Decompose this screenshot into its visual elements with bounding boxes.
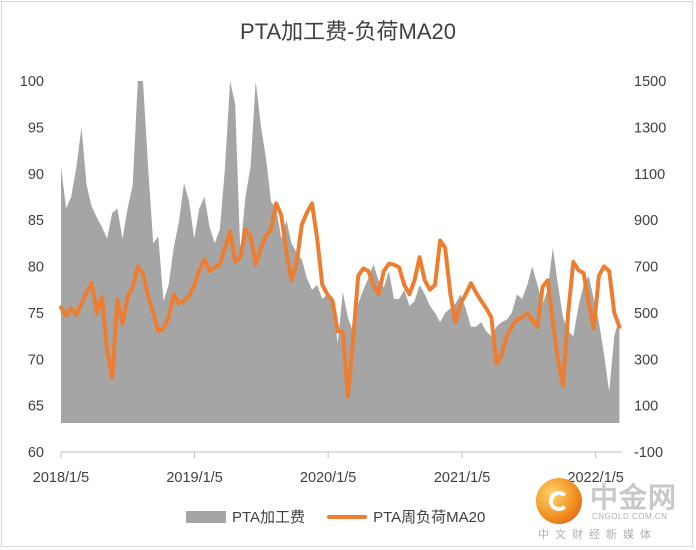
y-right-tick-label: -100 (634, 445, 663, 461)
y-left-tick-label: 95 (28, 120, 44, 136)
x-tick-label: 2022/1/5 (567, 470, 623, 486)
watermark-tagline: 中文财经新媒体 (538, 529, 657, 541)
series-area-pta-processing-fee (61, 81, 620, 423)
y-left-tick-label: 90 (28, 167, 44, 183)
y-right-tick-label: 1500 (634, 74, 666, 90)
legend-swatch-area (186, 510, 226, 523)
y-right-tick-label: 900 (634, 213, 658, 229)
y-left-tick-label: 85 (28, 213, 44, 229)
y-left-tick-label: 75 (28, 306, 44, 322)
y-right-tick-label: 100 (634, 399, 658, 415)
y-left-tick-label: 80 (28, 260, 44, 276)
legend-label-line: PTA周负荷MA20 (373, 509, 486, 526)
legend-swatch-line (327, 514, 368, 519)
legend: PTA加工费 PTA周负荷MA20 (186, 506, 507, 527)
y-right-tick-label: 1300 (634, 120, 666, 136)
x-tick-label: 2019/1/5 (166, 470, 222, 486)
y-left-tick-label: 70 (28, 352, 44, 368)
legend-item-line: PTA周负荷MA20 (327, 506, 485, 527)
y-right-tick-label: 700 (634, 260, 658, 276)
series-line-pta-load-ma20 (59, 201, 622, 399)
y-left-tick-label: 100 (20, 74, 44, 90)
chart-title: PTA加工费-负荷MA20 (240, 19, 456, 44)
legend-label-area: PTA加工费 (232, 509, 306, 526)
legend-item-area: PTA加工费 (186, 506, 305, 527)
y-right-tick-label: 1100 (634, 167, 665, 183)
x-tick-label: 2021/1/5 (434, 470, 490, 486)
watermark-logo-icon (536, 478, 582, 524)
y-left-tick-label: 60 (28, 445, 44, 461)
y-left-tick-label: 65 (28, 399, 44, 415)
watermark-domain: CNGOLD.COM.CN (592, 512, 668, 521)
y-right-tick-label: 500 (634, 306, 658, 322)
x-tick-label: 2018/1/5 (33, 470, 89, 486)
y-right-tick-label: 300 (634, 352, 658, 368)
watermark: 中金网 CNGOLD.COM.CN 中文财经新媒体 (536, 476, 686, 541)
watermark-name: 中金网 (590, 482, 678, 513)
x-tick-label: 2020/1/5 (300, 470, 356, 486)
